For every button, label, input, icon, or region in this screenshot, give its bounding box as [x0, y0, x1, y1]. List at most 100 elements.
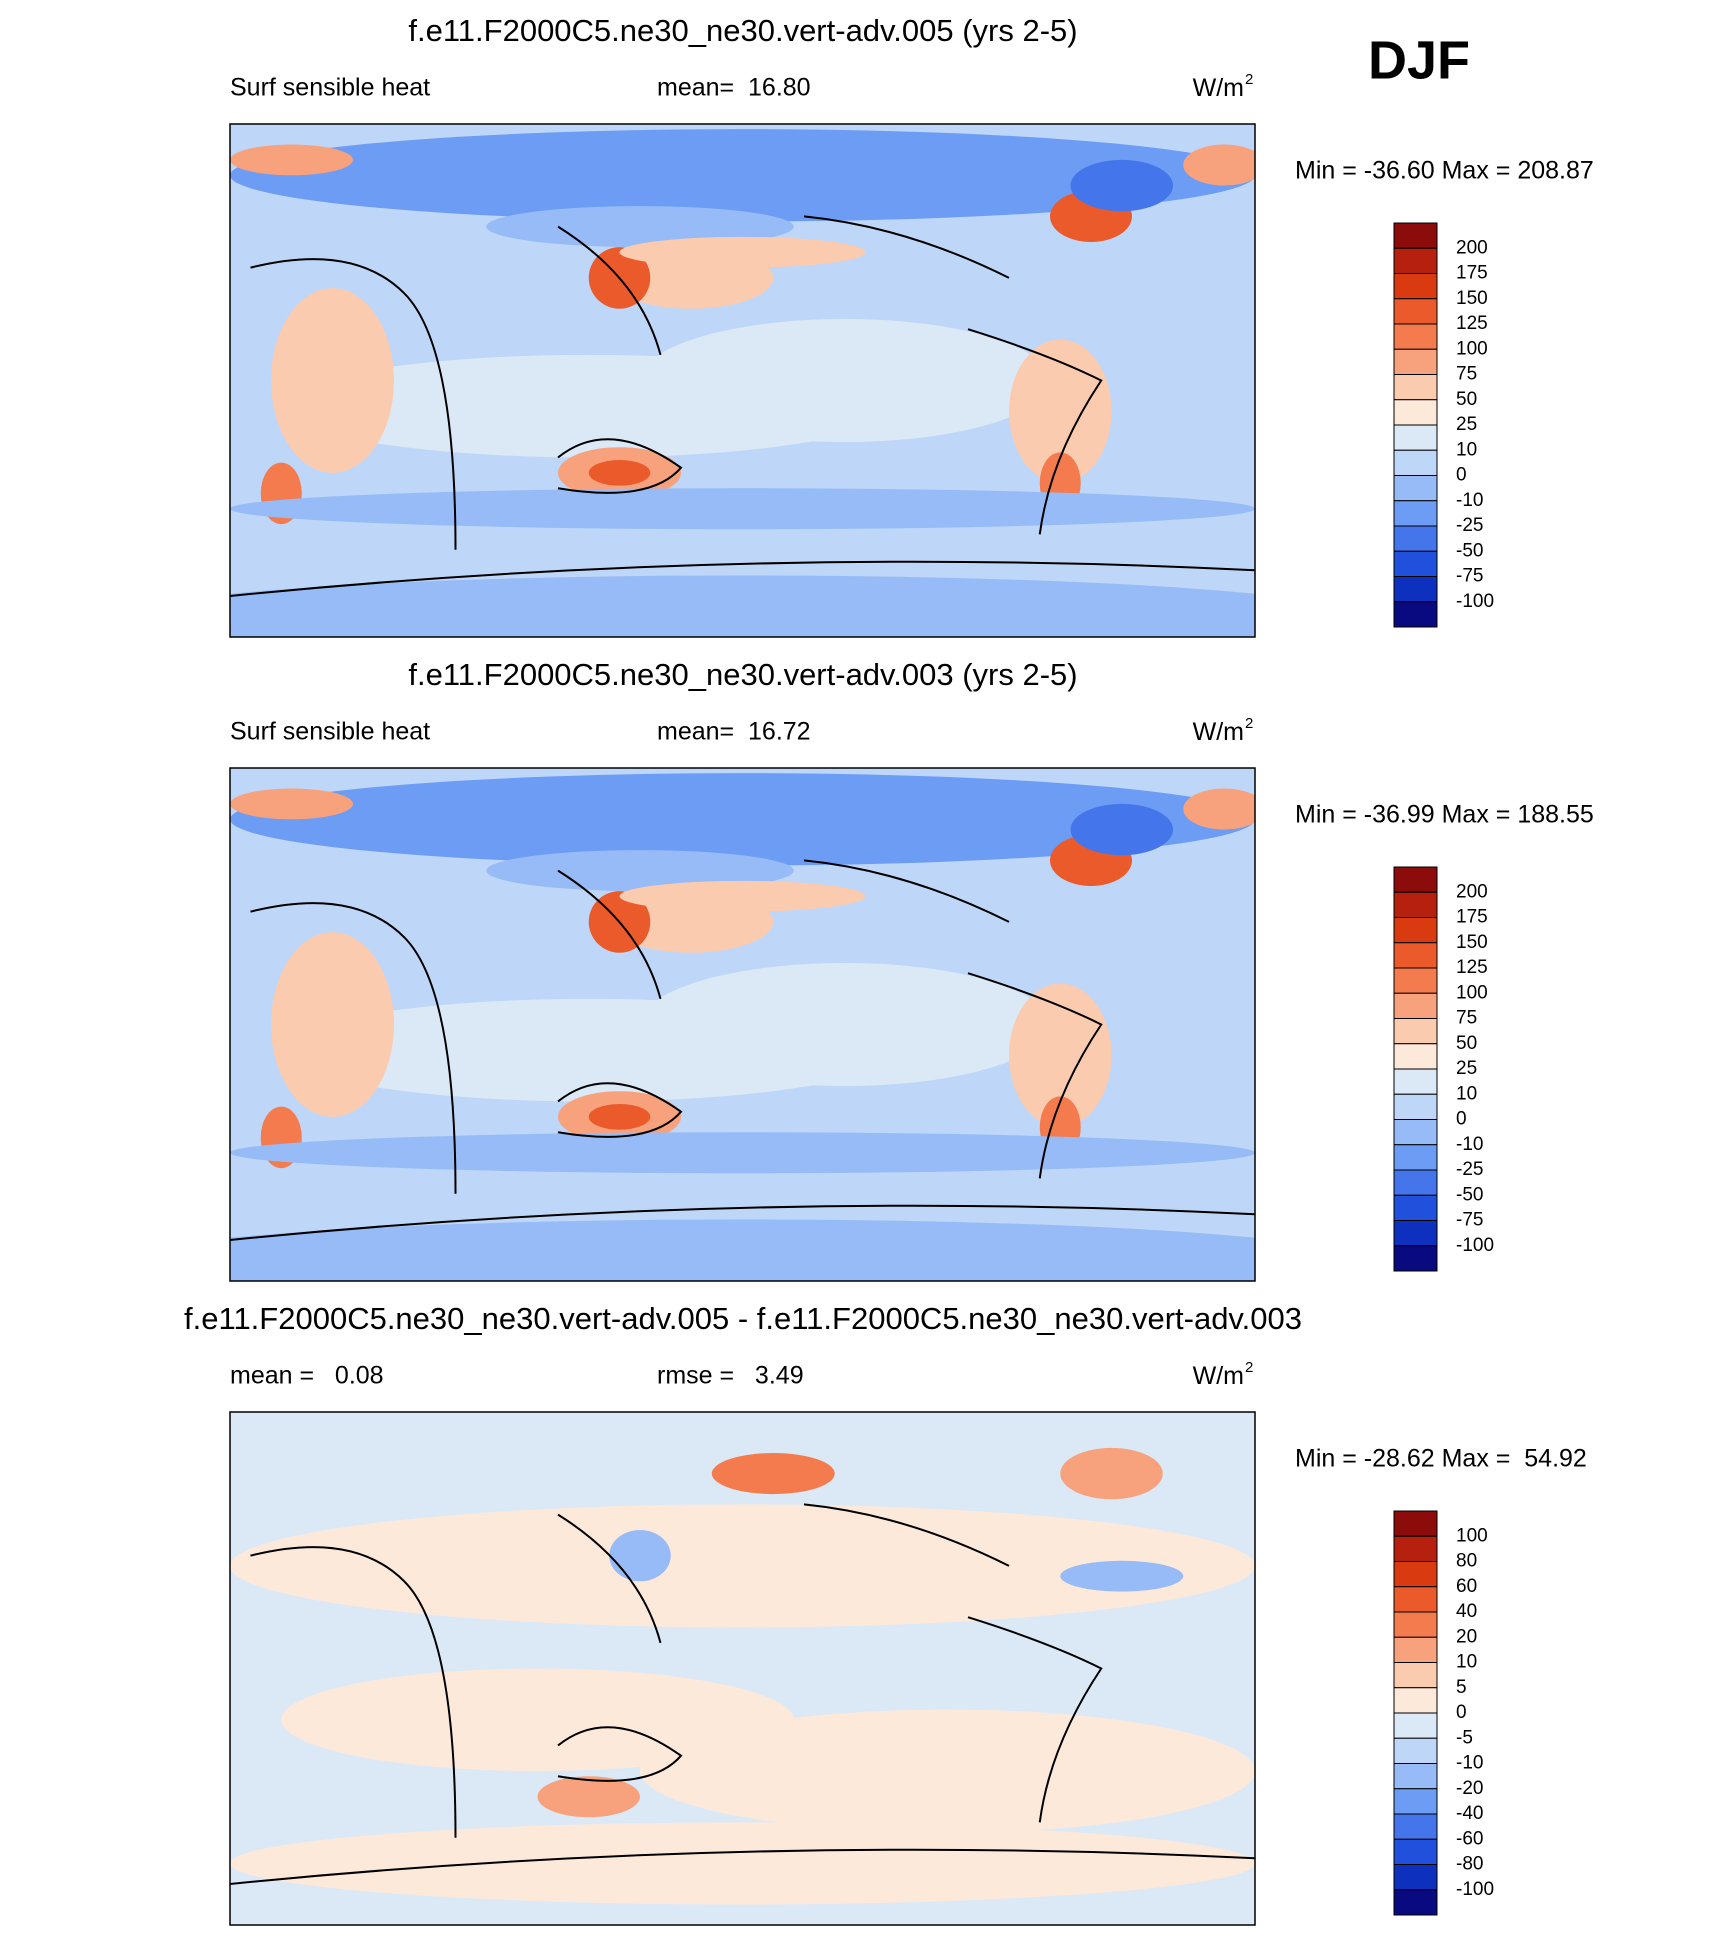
colorbar-label: -100: [1456, 1235, 1494, 1256]
colorbar-box: [1393, 348, 1438, 375]
colorbar-label: -100: [1456, 1879, 1494, 1900]
map-region: [271, 288, 394, 473]
map: [230, 1412, 1255, 1925]
colorbar-box: [1393, 222, 1438, 249]
map-region: [640, 318, 1050, 443]
center-label: mean= 16.80: [657, 74, 811, 102]
colorbar-label: -40: [1456, 1803, 1483, 1824]
colorbar-box: [1393, 1144, 1438, 1171]
colorbar-label: 10: [1456, 439, 1477, 460]
map-region: [230, 488, 1255, 530]
colorbar-box: [1393, 1788, 1438, 1815]
colorbar-label: 125: [1456, 957, 1488, 978]
colorbar-label: -75: [1456, 1210, 1483, 1231]
colorbar-box: [1393, 967, 1438, 994]
map-region: [619, 880, 866, 912]
colorbar-label: 25: [1456, 1058, 1477, 1079]
panel-title: f.e11.F2000C5.ne30_ne30.vert-adv.005 (yr…: [408, 13, 1077, 48]
colorbar-label: 125: [1456, 313, 1488, 334]
colorbar-box: [1393, 917, 1438, 944]
colorbar-label: 10: [1456, 1083, 1477, 1104]
colorbar-box: [1393, 1712, 1438, 1739]
map-region: [711, 1453, 835, 1495]
colorbar-box: [1393, 992, 1438, 1019]
map: [230, 124, 1255, 637]
min-max-label: Min = -36.60 Max = 208.87: [1295, 157, 1594, 185]
unit-exponent: 2: [1245, 1359, 1253, 1376]
map-region: [230, 1219, 1255, 1281]
colorbar-label: 20: [1456, 1626, 1477, 1647]
colorbar-label: 50: [1456, 1033, 1477, 1054]
unit-label: W/m: [1193, 1362, 1244, 1390]
colorbar-label: 75: [1456, 364, 1477, 385]
map-region: [1070, 803, 1173, 856]
map-region: [230, 129, 1255, 222]
panel-title: f.e11.F2000C5.ne30_ne30.vert-adv.005 - f…: [184, 1301, 1302, 1336]
unit-base: W/m: [1193, 74, 1244, 102]
colorbar-label: 200: [1456, 881, 1488, 902]
colorbar-box: [1393, 1636, 1438, 1663]
map-region: [619, 236, 866, 268]
map-region: [230, 144, 353, 176]
colorbar-box: [1393, 525, 1438, 552]
map-region: [230, 575, 1255, 637]
colorbar-label: 10: [1456, 1652, 1477, 1673]
colorbar-box: [1393, 1838, 1438, 1865]
coastline: [230, 1503, 1255, 1885]
season-label: DJF: [1368, 30, 1470, 90]
colorbar-label: -25: [1456, 1159, 1483, 1180]
colorbar-label: -5: [1456, 1727, 1473, 1748]
coastline: [230, 859, 1255, 1241]
colorbar-box: [1393, 1611, 1438, 1638]
colorbar-box: [1393, 1864, 1438, 1891]
colorbar-box: [1393, 500, 1438, 527]
colorbar-label: 0: [1456, 1702, 1467, 1723]
colorbar-box: [1393, 1586, 1438, 1613]
colorbar-box: [1393, 1093, 1438, 1120]
panel: f.e11.F2000C5.ne30_ne30.vert-adv.005 - f…: [184, 1301, 1587, 1926]
colorbar-box: [1393, 399, 1438, 426]
colorbar-box: [1393, 576, 1438, 603]
colorbar-box: [1393, 1889, 1438, 1916]
colorbar-box: [1393, 1043, 1438, 1070]
colorbar-box: [1393, 298, 1438, 325]
unit-base: W/m: [1193, 718, 1244, 746]
colorbar-box: [1393, 323, 1438, 350]
colorbar-box: [1393, 1510, 1438, 1537]
panel-title: f.e11.F2000C5.ne30_ne30.vert-adv.003 (yr…: [408, 657, 1077, 692]
colorbar-label: 150: [1456, 288, 1488, 309]
colorbar-label: -10: [1456, 490, 1483, 511]
colorbar-box: [1393, 1194, 1438, 1221]
colorbar-box: [1393, 449, 1438, 476]
colorbar-label: 175: [1456, 907, 1488, 928]
colorbar-label: -20: [1456, 1778, 1483, 1799]
min-max-label: Min = -36.99 Max = 188.55: [1295, 801, 1594, 829]
colorbar-box: [1393, 424, 1438, 451]
colorbar-label: 80: [1456, 1551, 1477, 1572]
map-region: [486, 206, 794, 248]
colorbar-label: -10: [1456, 1134, 1483, 1155]
map-region: [537, 1776, 640, 1818]
colorbar-label: 40: [1456, 1601, 1477, 1622]
colorbar-label: 25: [1456, 414, 1477, 435]
colorbar-box: [1393, 1813, 1438, 1840]
center-label: mean= 16.72: [657, 718, 811, 746]
colorbar-label: 100: [1456, 1525, 1488, 1546]
panel: f.e11.F2000C5.ne30_ne30.vert-adv.003 (yr…: [229, 657, 1594, 1282]
colorbar-box: [1393, 1119, 1438, 1146]
map-region: [230, 1132, 1255, 1174]
unit-base: W/m: [1193, 1362, 1244, 1390]
left-label: Surf sensible heat: [230, 74, 430, 102]
colorbar-box: [1393, 1169, 1438, 1196]
map-region: [1009, 339, 1112, 484]
colorbar-label: 150: [1456, 932, 1488, 953]
colorbar-box: [1393, 1018, 1438, 1045]
coastline: [230, 215, 1255, 597]
colorbar-box: [1393, 1737, 1438, 1764]
colorbar-label: -25: [1456, 515, 1483, 536]
colorbar-box: [1393, 1220, 1438, 1247]
map-region: [486, 850, 794, 892]
map: [230, 768, 1255, 1281]
colorbar-box: [1393, 866, 1438, 893]
